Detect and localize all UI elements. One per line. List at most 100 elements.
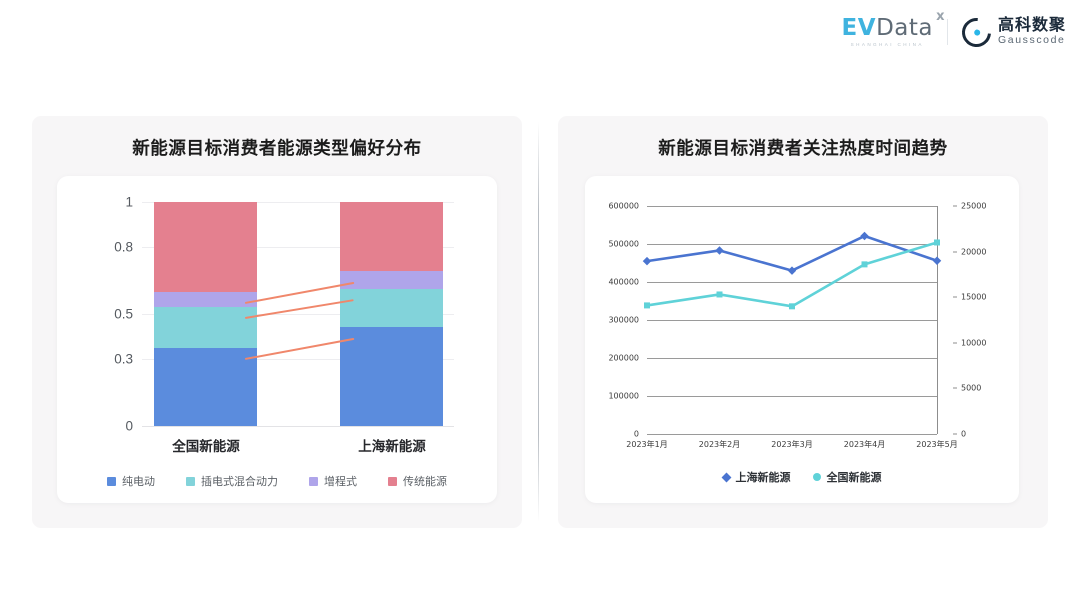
line-right-tick-mark <box>953 251 957 253</box>
bar-stack[interactable]: 上海新能源 <box>340 202 443 455</box>
line-data-point[interactable] <box>715 246 724 255</box>
bar-segment[interactable] <box>340 271 443 290</box>
line-x-tick-label: 2023年2月 <box>698 440 741 449</box>
line-left-y-tick-label: 200000 <box>608 353 639 363</box>
bar-segment[interactable] <box>340 327 443 426</box>
panel-energy-type-preference: 新能源目标消费者能源类型偏好分布 0 0.3 0.5 0.8 1 全国新能源 上海新能源 纯… <box>32 116 522 528</box>
bar-segment[interactable] <box>154 291 257 308</box>
bar-chart-legend: 纯电动 插电式混合动力 增程式 传统能源 <box>57 473 497 489</box>
evdata-logo: EVData x shanghai china <box>841 10 945 48</box>
bar-legend-item[interactable]: 传统能源 <box>388 473 447 489</box>
bar-legend-label: 插电式混合动力 <box>201 476 278 488</box>
line-x-tick-label: 2023年4月 <box>843 440 886 449</box>
gausscode-mark-icon <box>956 11 997 53</box>
line-right-axis <box>937 206 938 434</box>
gausscode-logo: 高科数聚 Gausscode <box>956 11 1066 53</box>
line-data-point[interactable] <box>644 302 650 309</box>
bar-legend-label: 增程式 <box>324 476 357 488</box>
bar-legend-label: 传统能源 <box>403 476 447 488</box>
line-gridline <box>647 320 937 321</box>
bar-y-tick-label: 0.5 <box>114 306 133 322</box>
panel-title-right: 新能源目标消费者关注热度时间趋势 <box>658 139 948 159</box>
line-chart: 0 100000 200000 300000 400000 500000 600000 0 50… <box>585 176 1019 503</box>
line-legend-marker-icon <box>812 473 821 481</box>
line-right-y-tick-label: 20000 <box>961 247 987 257</box>
brand-header: EVData x shanghai china 高科数聚 Gausscode <box>841 10 1066 53</box>
bar-x-label: 上海新能源 <box>358 439 426 455</box>
line-data-point[interactable] <box>642 256 652 266</box>
bar-legend-item[interactable]: 增程式 <box>309 473 357 489</box>
bar-legend-swatch-icon <box>107 476 116 486</box>
line-legend-marker-icon <box>721 472 731 482</box>
line-chart-card: 0 100000 200000 300000 400000 500000 600000 0 50… <box>585 176 1019 503</box>
line-plot-area: 0 100000 200000 300000 400000 500000 600000 0 50… <box>608 202 986 450</box>
line-right-y-tick-label: 15000 <box>961 292 987 302</box>
bar-legend-swatch-icon <box>309 476 318 486</box>
evdata-superscript: x <box>936 8 945 24</box>
panel-attention-trend: 新能源目标消费者关注热度时间趋势 0 100000 200000 300000 4000… <box>558 116 1048 528</box>
line-gridline <box>647 434 937 435</box>
bar-y-tick-label: 0.8 <box>114 239 133 255</box>
line-x-tick-label: 2023年1月 <box>626 440 668 449</box>
line-left-y-tick-label: 0 <box>633 429 639 439</box>
bar-gridline <box>142 358 454 360</box>
evdata-data-text: Data <box>876 14 933 41</box>
line-gridline <box>647 396 937 397</box>
line-data-point[interactable] <box>860 231 869 241</box>
line-data-point[interactable] <box>861 261 868 268</box>
bar-stack[interactable]: 全国新能源 <box>154 202 257 455</box>
line-data-point[interactable] <box>787 266 797 275</box>
bar-segment[interactable] <box>340 202 443 272</box>
bar-legend-label: 纯电动 <box>122 476 155 488</box>
bar-segment[interactable] <box>154 307 257 348</box>
line-left-y-tick-label: 100000 <box>608 391 639 401</box>
line-right-y-tick-label: 10000 <box>961 338 987 348</box>
line-chart-legend: 上海新能源 全国新能源 <box>585 469 1019 485</box>
panel-title-left: 新能源目标消费者能源类型偏好分布 <box>132 139 422 159</box>
bar-connector-line <box>244 281 355 304</box>
bar-segment[interactable] <box>154 202 257 292</box>
line-legend-item[interactable]: 全国新能源 <box>812 469 882 485</box>
bar-segment[interactable] <box>154 347 257 426</box>
line-left-y-tick-label: 600000 <box>608 201 639 211</box>
bar-x-label: 全国新能源 <box>172 439 240 455</box>
line-gridline <box>647 244 937 245</box>
bar-legend-item[interactable]: 插电式混合动力 <box>186 473 278 489</box>
bar-y-tick-label: 1 <box>125 194 133 210</box>
line-x-tick-label: 2023年3月 <box>771 440 813 449</box>
gausscode-chinese-name: 高科数聚 <box>997 17 1066 35</box>
bar-legend-swatch-icon <box>186 476 195 486</box>
bar-gridline <box>142 246 454 248</box>
line-data-point[interactable] <box>716 291 723 298</box>
line-legend-label: 全国新能源 <box>826 472 882 484</box>
bar-legend-item[interactable]: 纯电动 <box>107 473 155 489</box>
line-data-point[interactable] <box>934 239 940 246</box>
line-right-tick-mark <box>953 342 957 344</box>
line-left-y-tick-label: 400000 <box>608 277 639 287</box>
line-legend-label: 上海新能源 <box>735 472 791 484</box>
charts-container: 新能源目标消费者能源类型偏好分布 0 0.3 0.5 0.8 1 全国新能源 上海新能源 纯… <box>32 116 1048 528</box>
brand-divider <box>946 19 948 45</box>
bar-y-tick-label: 0.3 <box>114 351 133 367</box>
line-left-y-tick-label: 300000 <box>608 315 639 325</box>
line-right-tick-mark <box>953 387 957 389</box>
bar-gridline <box>142 314 454 315</box>
bar-connector-line <box>244 299 355 320</box>
line-data-point[interactable] <box>932 256 942 265</box>
line-right-tick-mark <box>953 433 957 435</box>
line-series-path <box>646 234 938 272</box>
line-data-point[interactable] <box>789 303 795 310</box>
evdata-subtitle: shanghai china <box>850 41 924 47</box>
bar-gridline <box>142 426 454 427</box>
line-right-y-tick-label: 25000 <box>961 201 987 211</box>
line-right-y-tick-label: 5000 <box>961 383 982 393</box>
bar-segment[interactable] <box>340 289 443 328</box>
line-right-tick-mark <box>953 296 957 298</box>
bar-connector-line <box>244 337 355 360</box>
gausscode-english-name: Gausscode <box>997 33 1066 46</box>
line-x-tick-label: 2023年5月 <box>916 440 958 449</box>
evdata-wordmark: EVData x <box>841 10 945 41</box>
line-legend-item[interactable]: 上海新能源 <box>721 469 791 485</box>
evdata-ev-text: EV <box>841 14 877 41</box>
bar-gridline <box>142 202 454 203</box>
